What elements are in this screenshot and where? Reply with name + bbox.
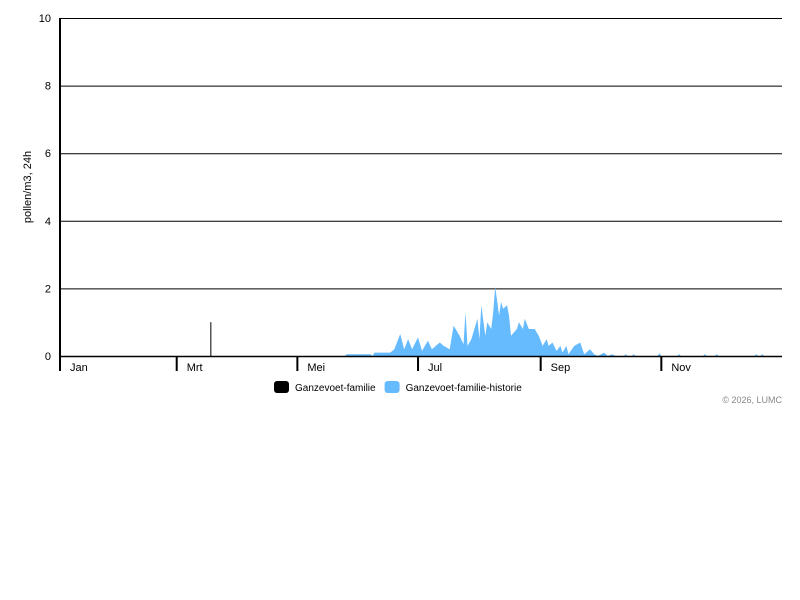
grid xyxy=(60,18,782,290)
legend: Ganzevoet-familie Ganzevoet-familie-histo… xyxy=(274,381,522,394)
legend-swatch xyxy=(274,381,289,393)
y-tick-label: 2 xyxy=(45,283,51,295)
y-tick-label: 4 xyxy=(45,216,51,228)
y-tick-label: 10 xyxy=(39,13,51,25)
x-tick-label: Jan xyxy=(70,362,88,374)
x-tick-label: Jul xyxy=(428,362,442,374)
x-tick-label: Sep xyxy=(551,362,571,374)
area-series-historie xyxy=(344,286,765,356)
y-tick-label: 0 xyxy=(45,351,51,363)
y-tick-label: 6 xyxy=(45,148,51,160)
axes: 0 2 4 6 8 10 Jan Mrt Mei Jul Sep Nov xyxy=(39,13,782,374)
y-axis-label: pollen/m3, 24h xyxy=(22,151,34,223)
legend-label: Ganzevoet-familie-historie xyxy=(406,383,523,394)
y-tick-label: 8 xyxy=(45,81,51,93)
x-tick-label: Mei xyxy=(307,362,325,374)
x-tick-label: Nov xyxy=(671,362,691,374)
copyright: © 2026, LUMC xyxy=(722,395,782,405)
legend-swatch xyxy=(384,381,400,393)
x-tick-label: Mrt xyxy=(187,362,203,374)
legend-label: Ganzevoet-familie xyxy=(295,383,376,394)
series-layer xyxy=(210,286,765,356)
